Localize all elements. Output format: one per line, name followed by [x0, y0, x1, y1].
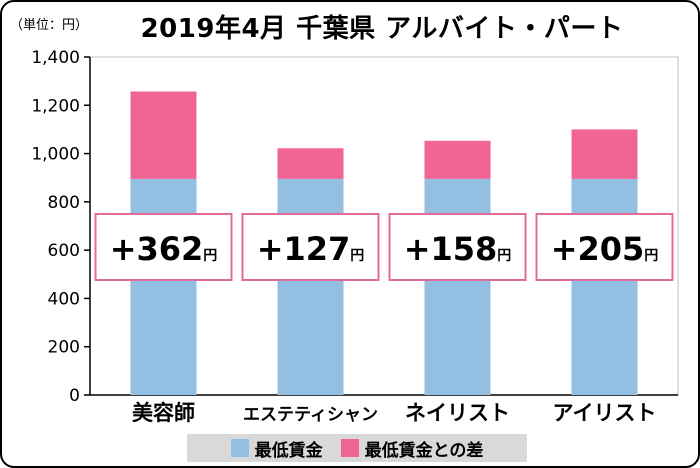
x-tick-label: エステティシャン: [243, 405, 378, 425]
y-tick-label: 1,000: [31, 145, 80, 165]
bar-min-wage: [130, 178, 197, 395]
y-tick-label: 800: [48, 193, 80, 213]
legend-label-diff: 最低賃金との差: [364, 440, 484, 461]
unit-label: （単位：円）: [10, 18, 89, 33]
callout-value: +205: [551, 230, 645, 268]
y-tick-label: 600: [48, 241, 80, 261]
bar-diff: [424, 140, 491, 179]
callout-box: [388, 213, 527, 281]
callout-box: [94, 213, 233, 281]
bar-min-wage: [424, 178, 491, 395]
y-tick-label: 400: [48, 289, 80, 309]
y-tick-label: 200: [48, 338, 80, 358]
callout-label: +205円: [551, 230, 659, 268]
legend-item-min-wage: 最低賃金: [230, 436, 323, 461]
x-tick-label: 美容師: [132, 401, 195, 425]
legend: 最低賃金 最低賃金との差: [187, 434, 527, 462]
callout-box: [535, 213, 674, 281]
callout-label: +362円: [110, 230, 218, 268]
x-tick-label: ネイリスト: [405, 401, 510, 425]
callout-value: +158: [404, 230, 498, 268]
callout-unit: 円: [644, 248, 658, 264]
legend-swatch-min-wage: [230, 439, 249, 457]
callout-unit: 円: [497, 248, 511, 264]
chart-title: 2019年4月 千葉県 アルバイト・パート: [140, 14, 624, 44]
bar-diff: [277, 148, 344, 179]
callout-value: +127: [257, 230, 351, 268]
legend-item-diff: 最低賃金との差: [340, 436, 484, 461]
bar-min-wage: [277, 178, 344, 395]
callout-unit: 円: [350, 248, 364, 264]
y-tick-label: 1,400: [31, 48, 80, 68]
bar-diff: [571, 129, 638, 179]
bar-min-wage: [571, 178, 638, 395]
x-tick-label: アイリスト: [553, 401, 657, 425]
y-tick-label: 0: [69, 386, 80, 406]
callout-label: +127円: [257, 230, 365, 268]
callout-box: [241, 213, 380, 281]
callout-value: +362: [110, 230, 204, 268]
legend-label-min-wage: 最低賃金: [254, 440, 323, 461]
callout-unit: 円: [203, 248, 217, 264]
y-tick-label: 1,200: [31, 96, 80, 116]
legend-swatch-diff: [340, 439, 359, 457]
callout-label: +158円: [404, 230, 512, 268]
bar-diff: [130, 91, 197, 179]
